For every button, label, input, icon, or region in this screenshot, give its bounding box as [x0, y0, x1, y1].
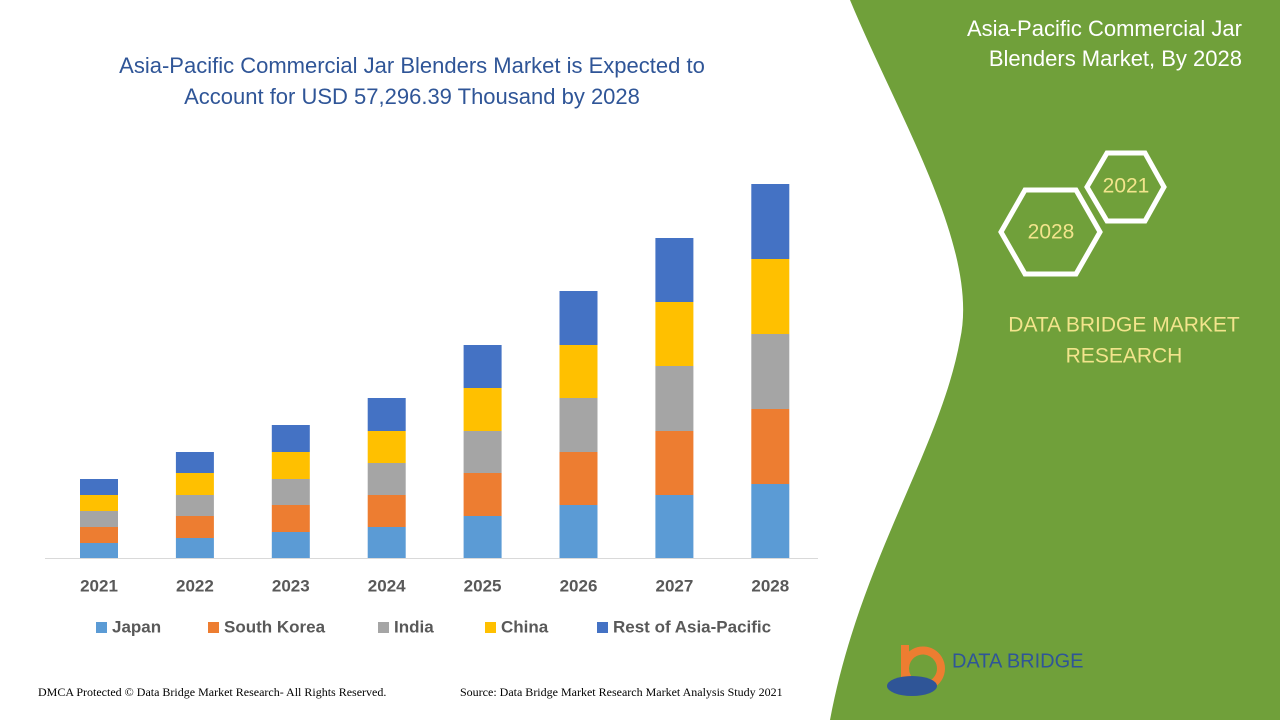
- bar-segment: [463, 516, 502, 558]
- bar-segment: [367, 398, 406, 431]
- bar-segment: [751, 484, 790, 558]
- footer-right: Source: Data Bridge Market Research Mark…: [460, 685, 783, 699]
- legend-swatch: [485, 622, 496, 633]
- bar-segment: [751, 334, 790, 409]
- x-tick-label: 2025: [464, 576, 502, 595]
- bar-segment: [655, 431, 694, 495]
- legend-label: Rest of Asia-Pacific: [613, 617, 771, 636]
- bar-segment: [559, 398, 598, 452]
- bar-segment: [559, 345, 598, 398]
- bar-segment: [367, 495, 406, 527]
- legend-swatch: [208, 622, 219, 633]
- hex-label: 2028: [1028, 221, 1075, 244]
- bar-segment: [271, 452, 310, 479]
- bar-segment: [559, 505, 598, 558]
- bar-segment: [80, 479, 118, 495]
- legend-swatch: [378, 622, 389, 633]
- panel-title: Blenders Market, By 2028: [989, 46, 1242, 71]
- bar-segment: [175, 452, 214, 473]
- x-tick-label: 2023: [272, 576, 310, 595]
- bar-segment: [80, 543, 118, 558]
- bar-segment: [751, 184, 790, 259]
- bar-segment: [463, 431, 502, 473]
- legend-label: Japan: [112, 617, 161, 636]
- footer-left: DMCA Protected © Data Bridge Market Rese…: [38, 685, 386, 699]
- bar-segment: [80, 527, 118, 543]
- bar-segment: [751, 409, 790, 484]
- x-tick-label: 2027: [655, 576, 693, 595]
- hex-label: 2021: [1103, 175, 1150, 198]
- chart-title: Account for USD 57,296.39 Thousand by 20…: [184, 84, 640, 109]
- bar-segment: [271, 425, 310, 452]
- x-tick-label: 2024: [368, 576, 406, 595]
- bar-segment: [271, 505, 310, 532]
- x-tick-label: 2022: [176, 576, 214, 595]
- legend-label: China: [501, 617, 549, 636]
- x-tick-label: 2021: [80, 576, 118, 595]
- panel-title: Asia-Pacific Commercial Jar: [967, 16, 1242, 41]
- bar-segment: [559, 452, 598, 505]
- legend-label: South Korea: [224, 617, 326, 636]
- chart-title: Asia-Pacific Commercial Jar Blenders Mar…: [119, 53, 705, 78]
- bar-segment: [175, 495, 214, 516]
- hexagon: [1084, 150, 1167, 224]
- bar-segment: [463, 388, 502, 431]
- bar-segment: [271, 532, 310, 558]
- bar-segment: [559, 291, 598, 345]
- legend-swatch: [597, 622, 608, 633]
- brand: RESEARCH: [1066, 345, 1183, 368]
- bar-segment: [655, 366, 694, 431]
- bar-segment: [463, 345, 502, 388]
- green-panel: [830, 0, 1280, 720]
- bar-segment: [655, 302, 694, 366]
- bar-segment: [463, 473, 502, 516]
- logo-text: DATA BRIDGE: [952, 650, 1084, 672]
- bar-segment: [175, 473, 214, 495]
- bar-segment: [655, 238, 694, 302]
- bar-segment: [367, 431, 406, 463]
- hexagon: [998, 187, 1103, 277]
- legend-label: India: [394, 617, 434, 636]
- logo-icon: [887, 676, 937, 696]
- bar-segment: [175, 516, 214, 538]
- brand: DATA BRIDGE MARKET: [1008, 314, 1240, 337]
- bar-segment: [367, 527, 406, 558]
- bar-segment: [80, 495, 118, 511]
- legend-swatch: [96, 622, 107, 633]
- bar-segment: [175, 538, 214, 558]
- x-tick-label: 2028: [751, 576, 789, 595]
- bar-segment: [80, 511, 118, 527]
- bar-segment: [367, 463, 406, 495]
- bar-segment: [751, 259, 790, 334]
- x-tick-label: 2026: [560, 576, 598, 595]
- bar-segment: [271, 479, 310, 505]
- bar-segment: [655, 495, 694, 558]
